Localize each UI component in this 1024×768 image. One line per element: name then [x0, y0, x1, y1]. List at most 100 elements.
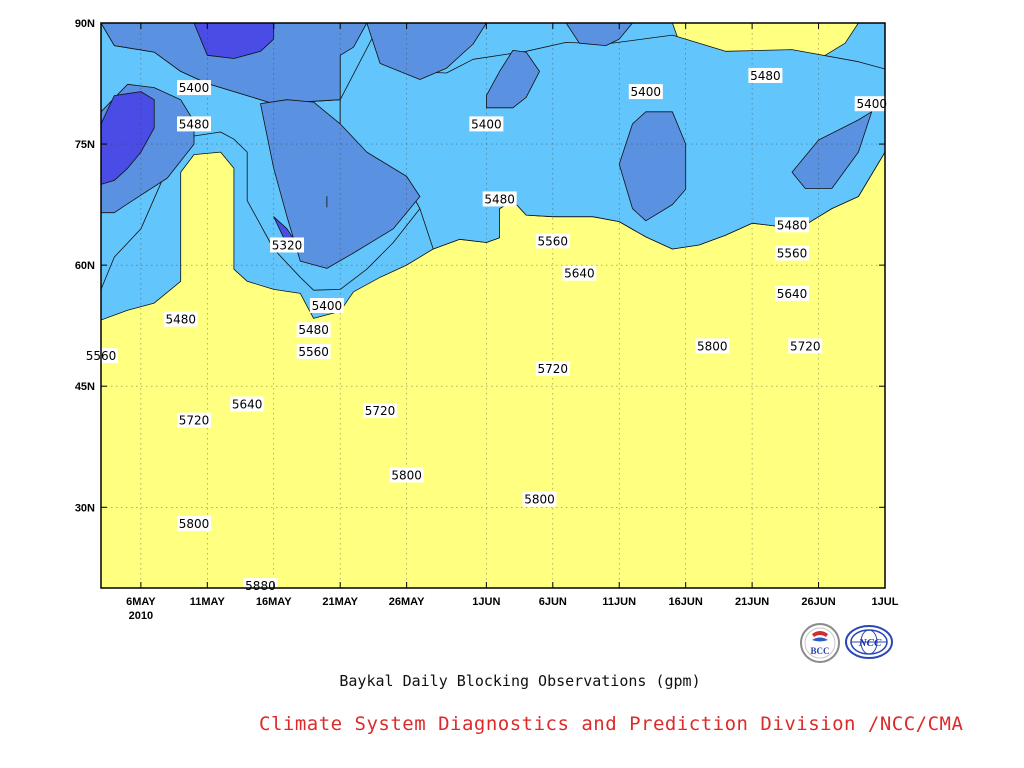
x-tick-label: 16JUN [669, 596, 703, 608]
contour-label-text: 5880 [245, 579, 276, 593]
contour-label: 5400 [854, 96, 889, 112]
contour-label-bg [177, 412, 212, 428]
y-tick-label: 60N [75, 260, 95, 272]
contour-label-text: 5640 [777, 287, 808, 301]
contour-label-text: 5400 [312, 299, 343, 313]
contour-label: 5480 [482, 191, 517, 207]
contour-label: 5400 [309, 298, 344, 313]
contour-label-bg [389, 467, 424, 483]
x-tick-label: 6MAY [126, 596, 156, 608]
x-axis: 6MAY 2010 11MAY 16MAY 21MAY 26MAY 1JUN 6JUN 11JU… [126, 23, 899, 622]
ncc-logo: NCC [845, 625, 893, 659]
contour-label-text: 5640 [232, 397, 263, 411]
chart-title: Baykal Daily Blocking Observations (gpm) [339, 672, 701, 690]
contour-label: 5560 [296, 344, 331, 360]
contour-label-text: 5800 [524, 493, 555, 507]
contour-label-bg [243, 578, 278, 594]
x-tick-label: 6JUN [539, 596, 567, 608]
contour-label-bg [482, 191, 517, 207]
contour-label-bg [309, 298, 344, 313]
contour-label-text: 5640 [564, 267, 595, 281]
contour-label-bg [296, 344, 331, 360]
y-axis: 30N 45N 60N 75N 90N [75, 18, 885, 514]
credit-line: Climate System Diagnostics and Predictio… [259, 713, 964, 735]
contour-label-bg [774, 217, 809, 233]
ncc-logo-text: NCC [858, 637, 882, 649]
contour-label-bg [296, 322, 331, 338]
contour-label: 5480 [296, 322, 331, 338]
x-tick-label: 1JUL [872, 596, 899, 608]
contour-label-text: 5400 [471, 117, 502, 131]
contour-label: 5720 [535, 360, 570, 376]
contour-region-5240 [193, 23, 275, 59]
contour-label-text: 5480 [777, 218, 808, 232]
x-tick-label: 1JUN [472, 596, 500, 608]
x-tick-label: 21JUN [735, 596, 769, 608]
contour-label-bg [788, 338, 823, 354]
contour-label-text: 5400 [856, 97, 887, 111]
contour-label-bg [748, 67, 783, 83]
contour-label: 5640 [230, 396, 265, 412]
contour-label-text: 5320 [272, 238, 303, 252]
contour-label-bg [535, 233, 570, 249]
contour-label-bg [363, 402, 398, 418]
contour-label: 5480 [774, 217, 809, 233]
contour-label: 5640 [562, 265, 597, 281]
contour-label-bg [774, 245, 809, 261]
contour-label: 5400 [469, 116, 504, 132]
contour-label: 5480 [177, 116, 212, 132]
contour-region-5320 [791, 111, 873, 189]
contour-label: 5400 [628, 84, 663, 100]
contour-label-bg [177, 80, 212, 96]
contour-label-text: 5480 [298, 323, 329, 337]
contour-label: 5320 [270, 237, 305, 253]
x-tick-sublabel: 2010 [129, 610, 153, 622]
contour-label-text: 5480 [179, 117, 210, 131]
contour-label-text: 5400 [631, 85, 662, 99]
contour-label-text: 5800 [179, 517, 210, 531]
contour-label-bg [774, 285, 809, 301]
contour-region-5320 [618, 111, 687, 222]
y-tick-label: 45N [75, 381, 95, 393]
contour-label: 5880 [243, 578, 278, 594]
x-tick-label: 26JUN [801, 596, 835, 608]
contour-label-text: 5800 [697, 339, 728, 353]
contour-label-bg [535, 360, 570, 376]
contour-label: 5720 [363, 402, 398, 418]
contour-label: 5800 [522, 491, 557, 507]
contour-region-5240 [101, 91, 155, 185]
contour-label-text: 5560 [777, 247, 808, 261]
x-tick-label: 11MAY [190, 596, 226, 608]
contour-label: 5560 [535, 233, 570, 249]
bcc-logo: BCC [800, 623, 840, 663]
contour-label: 5720 [177, 412, 212, 428]
contour-label-bg [628, 84, 663, 100]
contour-label: 5800 [177, 515, 212, 531]
contour-label-text: 5480 [750, 69, 781, 83]
x-tick-label: 21MAY [322, 596, 358, 608]
contour-label-bg [695, 338, 730, 354]
contour-label-text: 5480 [165, 313, 196, 327]
y-tick-label: 75N [75, 139, 95, 151]
contour-label: 5800 [695, 338, 730, 354]
bcc-logo-text: BCC [810, 646, 829, 656]
contour-label: 5480 [748, 67, 783, 83]
contour-label: 5720 [788, 338, 823, 354]
contour-label-text: 5720 [790, 339, 821, 353]
x-tick-label: 11JUN [602, 596, 636, 608]
contour-region-5320 [486, 50, 540, 109]
contour-label-text: 5720 [365, 404, 396, 418]
contour-region-5320 [565, 23, 633, 46]
contour-label-bg [854, 96, 889, 112]
contour-label-text: 5800 [391, 469, 422, 483]
contour-label-bg [270, 237, 305, 253]
contour-label-text: 5720 [179, 414, 210, 428]
contour-label-text: 5560 [298, 345, 329, 359]
x-tick-label: 26MAY [389, 596, 425, 608]
contour-fill-layers [101, 23, 885, 588]
contour-label-text: 5480 [484, 192, 515, 206]
contour-label: 5480 [163, 311, 198, 327]
contour-label-text: 5560 [538, 234, 569, 248]
contour-label-bg [163, 311, 198, 327]
